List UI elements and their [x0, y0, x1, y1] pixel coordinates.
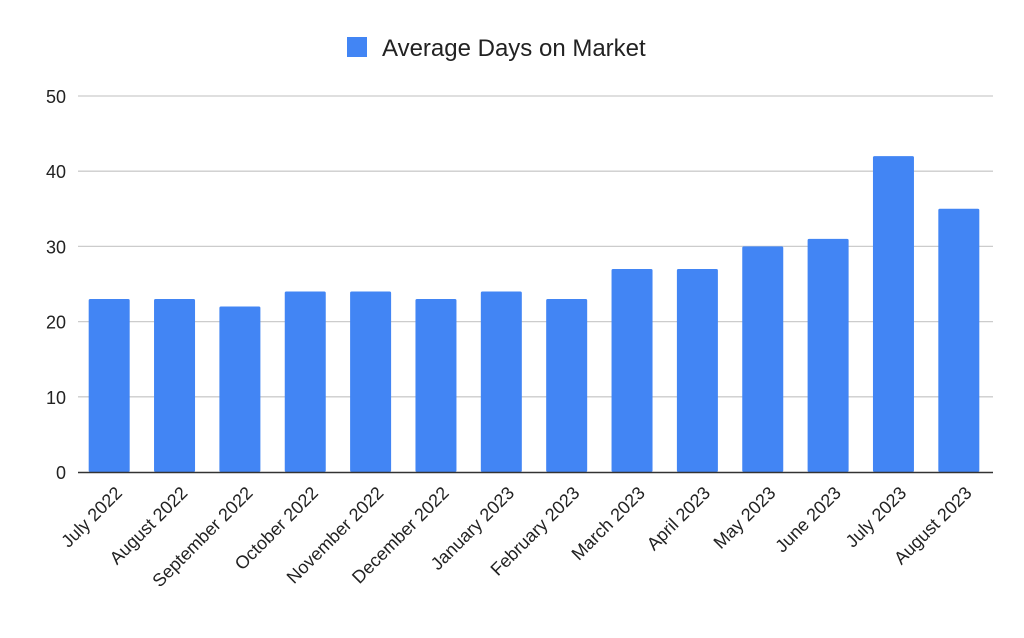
bar — [872, 156, 914, 472]
bar — [611, 268, 653, 472]
bar — [938, 208, 980, 473]
bar — [415, 299, 457, 472]
x-tick-label: June 2023 — [771, 483, 845, 557]
y-tick-label: 40 — [46, 162, 66, 182]
bars — [88, 156, 980, 473]
x-tick-label: May 2023 — [710, 483, 780, 553]
y-tick-label: 0 — [56, 463, 66, 483]
bar — [807, 238, 849, 472]
x-tick-label: April 2023 — [643, 483, 714, 554]
bar — [154, 299, 196, 472]
gridlines — [78, 95, 993, 398]
bar — [742, 246, 784, 472]
bar — [350, 291, 392, 472]
bar — [676, 268, 718, 472]
bar — [88, 299, 130, 472]
y-axis-tick-labels: 0 10 20 30 40 50 — [46, 87, 66, 483]
x-tick-label: July 2023 — [842, 483, 911, 552]
legend-label: Average Days on Market — [382, 35, 646, 62]
bar — [284, 291, 326, 472]
legend: Average Days on Market — [347, 35, 646, 62]
y-tick-label: 30 — [46, 237, 66, 257]
bar — [546, 299, 588, 472]
y-tick-label: 50 — [46, 87, 66, 107]
legend-swatch — [347, 37, 367, 57]
y-tick-label: 20 — [46, 313, 66, 333]
y-tick-label: 10 — [46, 388, 66, 408]
bar — [219, 306, 261, 472]
x-tick-label: July 2022 — [57, 483, 126, 552]
bar — [480, 291, 522, 472]
